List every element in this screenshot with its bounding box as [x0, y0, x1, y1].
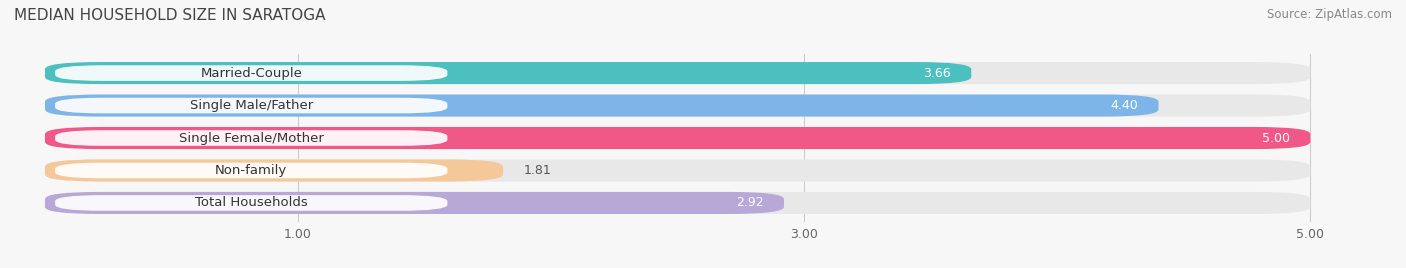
- FancyBboxPatch shape: [45, 127, 1310, 149]
- FancyBboxPatch shape: [45, 159, 1310, 181]
- Text: Non-family: Non-family: [215, 164, 287, 177]
- FancyBboxPatch shape: [55, 65, 447, 81]
- FancyBboxPatch shape: [45, 95, 1310, 117]
- FancyBboxPatch shape: [45, 159, 503, 181]
- FancyBboxPatch shape: [45, 62, 1310, 84]
- Text: 5.00: 5.00: [1263, 132, 1291, 144]
- Text: Married-Couple: Married-Couple: [200, 66, 302, 80]
- Text: 1.81: 1.81: [523, 164, 551, 177]
- FancyBboxPatch shape: [45, 62, 972, 84]
- FancyBboxPatch shape: [45, 95, 1159, 117]
- Text: MEDIAN HOUSEHOLD SIZE IN SARATOGA: MEDIAN HOUSEHOLD SIZE IN SARATOGA: [14, 8, 326, 23]
- Text: 2.92: 2.92: [737, 196, 763, 210]
- FancyBboxPatch shape: [55, 163, 447, 178]
- FancyBboxPatch shape: [45, 127, 1310, 149]
- FancyBboxPatch shape: [55, 98, 447, 113]
- FancyBboxPatch shape: [45, 192, 1310, 214]
- Text: Source: ZipAtlas.com: Source: ZipAtlas.com: [1267, 8, 1392, 21]
- Text: Total Households: Total Households: [195, 196, 308, 210]
- Text: 3.66: 3.66: [924, 66, 950, 80]
- Text: Single Female/Mother: Single Female/Mother: [179, 132, 323, 144]
- FancyBboxPatch shape: [55, 130, 447, 146]
- Text: Single Male/Father: Single Male/Father: [190, 99, 314, 112]
- FancyBboxPatch shape: [45, 192, 785, 214]
- Text: 4.40: 4.40: [1111, 99, 1139, 112]
- FancyBboxPatch shape: [55, 195, 447, 211]
